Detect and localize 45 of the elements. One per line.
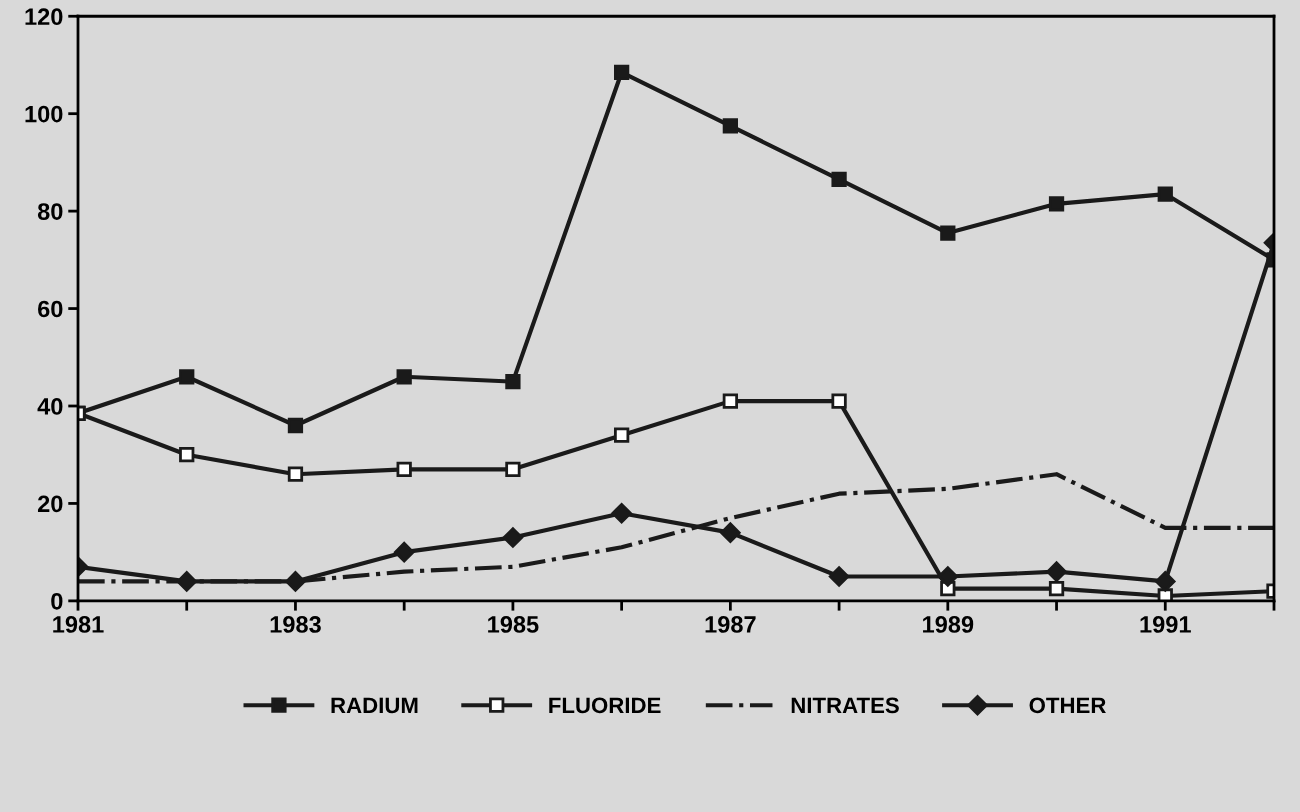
point [614, 64, 630, 80]
point [831, 171, 847, 188]
point [828, 566, 850, 587]
point [831, 393, 847, 409]
point [176, 571, 197, 592]
point [179, 369, 195, 385]
x-tick-label: 1987 [705, 616, 756, 633]
point [179, 447, 195, 463]
point [285, 571, 306, 592]
legend-label: NITRATES [791, 697, 899, 714]
y-tick-label: 0 [51, 592, 63, 610]
point [1048, 581, 1065, 597]
y-tick-label: 80 [37, 203, 63, 220]
point [505, 461, 521, 477]
y-tick-label: 60 [38, 300, 63, 318]
y-tick-label: 100 [25, 105, 63, 123]
legend-label: RADIUM [331, 697, 418, 714]
x-tick-label: 1981 [53, 616, 104, 633]
point [722, 393, 738, 409]
x-tick-label: 1989 [923, 616, 974, 633]
point [1048, 196, 1065, 212]
point [614, 427, 630, 443]
point [396, 369, 412, 385]
y-tick-label: 120 [25, 8, 63, 26]
point [287, 417, 304, 434]
x-tick-label: 1985 [488, 616, 539, 633]
point [722, 118, 738, 134]
point [940, 225, 956, 241]
legend-label: OTHER [1029, 697, 1106, 714]
y-tick-label: 20 [37, 495, 63, 513]
point [720, 522, 741, 543]
legend-label: FLUORIDE [549, 697, 661, 714]
point [1157, 186, 1173, 202]
point [611, 502, 632, 524]
point [393, 541, 415, 563]
point [502, 527, 524, 548]
x-tick-label: 1991 [1140, 616, 1191, 633]
point [396, 461, 412, 477]
point [287, 466, 304, 482]
point [937, 566, 959, 587]
point [505, 374, 521, 390]
y-tick-label: 40 [37, 398, 63, 415]
point [1155, 571, 1176, 592]
x-tick-label: 1983 [270, 616, 321, 633]
point [1046, 561, 1067, 582]
